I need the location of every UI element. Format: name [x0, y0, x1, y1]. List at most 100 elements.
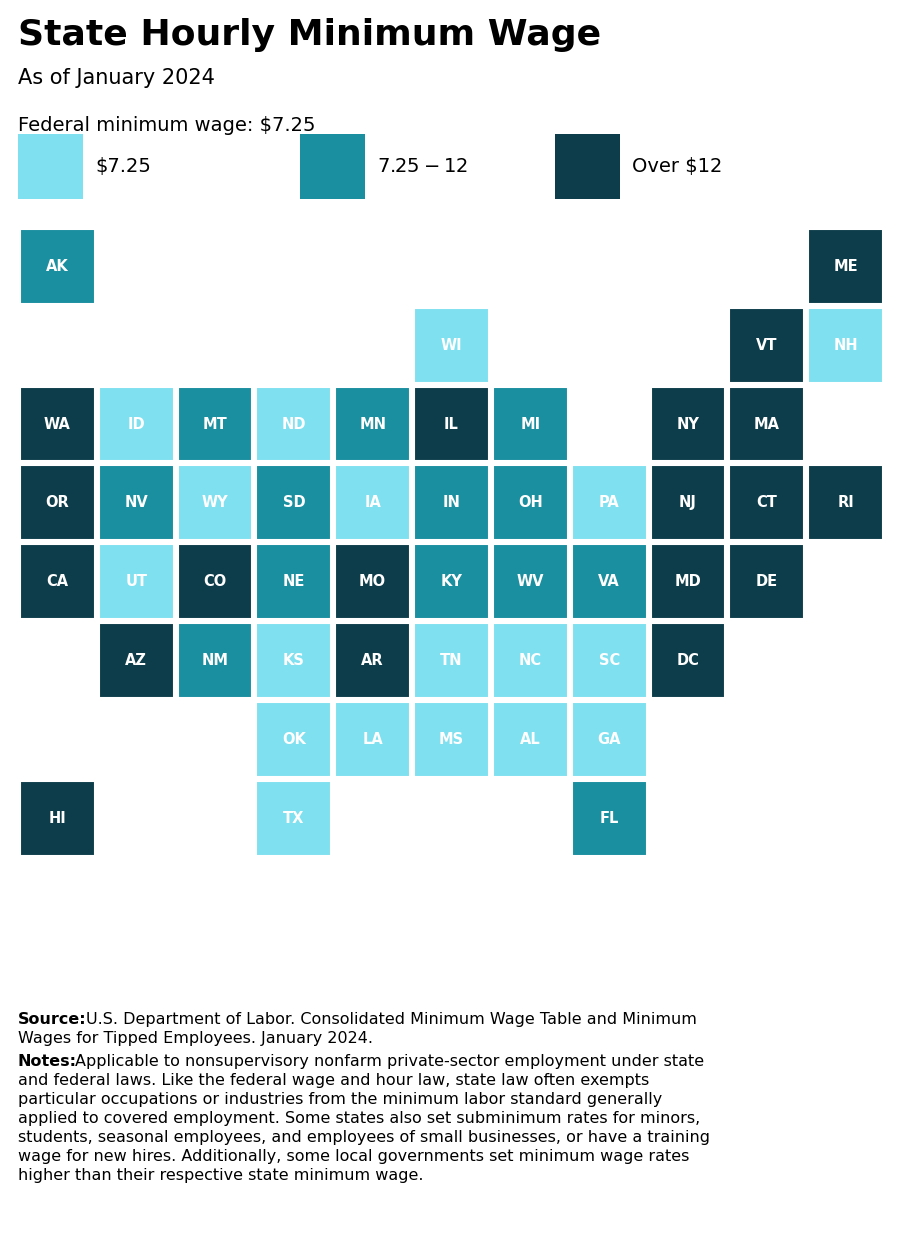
- Text: Applicable to nonsupervisory nonfarm private-sector employment under state: Applicable to nonsupervisory nonfarm pri…: [75, 1054, 704, 1069]
- Text: CA: CA: [46, 574, 69, 589]
- Text: MA: MA: [753, 417, 779, 432]
- Bar: [492, 465, 567, 541]
- Bar: [414, 702, 488, 776]
- Text: Over $12: Over $12: [631, 157, 722, 176]
- Text: MN: MN: [359, 417, 386, 432]
- Bar: [649, 465, 724, 541]
- Text: ID: ID: [127, 417, 145, 432]
- Text: KS: KS: [282, 653, 305, 668]
- Bar: [178, 465, 253, 541]
- Text: MO: MO: [359, 574, 386, 589]
- Text: IN: IN: [442, 495, 460, 511]
- Text: Wages for Tipped Employees. January 2024.: Wages for Tipped Employees. January 2024…: [18, 1030, 373, 1047]
- Bar: [571, 465, 646, 541]
- Bar: [256, 387, 331, 461]
- Bar: [729, 465, 804, 541]
- Bar: [807, 229, 882, 304]
- Bar: [256, 702, 331, 776]
- Text: MS: MS: [438, 732, 464, 746]
- Bar: [729, 544, 804, 619]
- Bar: [20, 229, 95, 304]
- Bar: [20, 544, 95, 619]
- Bar: [335, 702, 410, 776]
- Text: SD: SD: [282, 495, 305, 511]
- Text: $7.25: $7.25: [95, 157, 151, 176]
- Text: TX: TX: [283, 811, 304, 826]
- Text: DE: DE: [755, 574, 777, 589]
- Text: and federal laws. Like the federal wage and hour law, state law often exempts: and federal laws. Like the federal wage …: [18, 1073, 649, 1087]
- Bar: [178, 622, 253, 698]
- Bar: [335, 544, 410, 619]
- Bar: [256, 781, 331, 856]
- Text: CO: CO: [203, 574, 226, 589]
- Bar: [492, 544, 567, 619]
- Text: AZ: AZ: [125, 653, 147, 668]
- Bar: [492, 702, 567, 776]
- Text: MD: MD: [674, 574, 701, 589]
- Bar: [414, 308, 488, 383]
- Text: WA: WA: [44, 417, 70, 432]
- Bar: [807, 308, 882, 383]
- Bar: [492, 387, 567, 461]
- Text: U.S. Department of Labor. Consolidated Minimum Wage Table and Minimum: U.S. Department of Labor. Consolidated M…: [86, 1012, 696, 1027]
- Text: DC: DC: [676, 653, 699, 668]
- Text: MI: MI: [520, 417, 539, 432]
- Text: OH: OH: [518, 495, 542, 511]
- Bar: [414, 465, 488, 541]
- Text: AL: AL: [520, 732, 540, 746]
- Bar: [807, 465, 882, 541]
- Text: IL: IL: [444, 417, 458, 432]
- Bar: [335, 387, 410, 461]
- Bar: [98, 622, 173, 698]
- Bar: [20, 781, 95, 856]
- Text: students, seasonal employees, and employees of small businesses, or have a train: students, seasonal employees, and employ…: [18, 1130, 709, 1145]
- Bar: [555, 134, 620, 198]
- Text: As of January 2024: As of January 2024: [18, 68, 215, 88]
- Bar: [256, 465, 331, 541]
- Bar: [649, 622, 724, 698]
- Text: WY: WY: [201, 495, 228, 511]
- Text: GA: GA: [597, 732, 621, 746]
- Text: ME: ME: [833, 259, 857, 274]
- Bar: [98, 544, 173, 619]
- Bar: [299, 134, 364, 198]
- Bar: [98, 465, 173, 541]
- Text: UT: UT: [125, 574, 147, 589]
- Bar: [571, 544, 646, 619]
- Text: HI: HI: [49, 811, 66, 826]
- Bar: [414, 622, 488, 698]
- Text: Notes:: Notes:: [18, 1054, 77, 1069]
- Text: wage for new hires. Additionally, some local governments set minimum wage rates: wage for new hires. Additionally, some l…: [18, 1149, 688, 1164]
- Text: AK: AK: [46, 259, 69, 274]
- Bar: [649, 387, 724, 461]
- Bar: [414, 544, 488, 619]
- Text: $7.25-$12: $7.25-$12: [376, 157, 467, 176]
- Text: applied to covered employment. Some states also set subminimum rates for minors,: applied to covered employment. Some stat…: [18, 1111, 699, 1126]
- Text: SC: SC: [598, 653, 619, 668]
- Bar: [98, 387, 173, 461]
- Bar: [335, 622, 410, 698]
- Text: WI: WI: [440, 337, 462, 352]
- Bar: [20, 387, 95, 461]
- Text: FL: FL: [599, 811, 618, 826]
- Text: MT: MT: [202, 417, 227, 432]
- Bar: [20, 465, 95, 541]
- Text: WV: WV: [516, 574, 544, 589]
- Text: NY: NY: [676, 417, 699, 432]
- Text: LA: LA: [362, 732, 382, 746]
- Bar: [178, 387, 253, 461]
- Text: IA: IA: [364, 495, 381, 511]
- Text: AR: AR: [361, 653, 383, 668]
- Text: VT: VT: [755, 337, 777, 352]
- Text: VA: VA: [598, 574, 620, 589]
- Text: NH: NH: [833, 337, 857, 352]
- Text: OK: OK: [281, 732, 306, 746]
- Text: State Hourly Minimum Wage: State Hourly Minimum Wage: [18, 19, 601, 52]
- Text: PA: PA: [598, 495, 619, 511]
- Text: OR: OR: [45, 495, 69, 511]
- Bar: [571, 702, 646, 776]
- Text: RI: RI: [836, 495, 853, 511]
- Text: NV: NV: [124, 495, 148, 511]
- Bar: [571, 622, 646, 698]
- Bar: [18, 134, 83, 198]
